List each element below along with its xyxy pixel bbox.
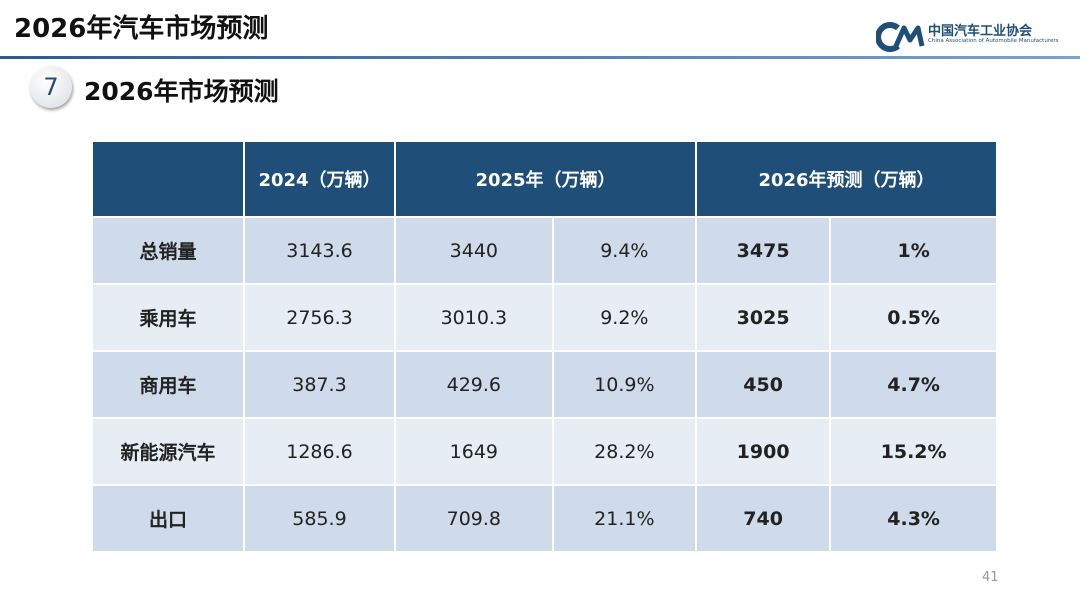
table-cell: 740 (697, 486, 830, 551)
logo-name: 中国汽车工业协会 (928, 24, 1033, 39)
logo-mark (876, 22, 925, 52)
slide-title: 2026年汽车市场预测 (14, 14, 269, 44)
header-cell: 2026年预测（万辆） (697, 142, 996, 216)
table-row: 出口 585.9 709.8 21.1% 740 4.3% (93, 486, 996, 551)
table-cell: 709.8 (396, 486, 552, 551)
header-rule (0, 56, 1080, 59)
table-cell: 1900 (697, 419, 830, 484)
page-number: 41 (982, 570, 999, 585)
table-cell: 21.1% (553, 486, 695, 551)
table-cell: 3143.6 (245, 218, 394, 283)
header-row: 2024（万辆） 2025年（万辆） 2026年预测（万辆） (93, 142, 996, 216)
table-cell: 9.2% (553, 285, 695, 350)
table-cell: 15.2% (831, 419, 996, 484)
table-cell: 1% (831, 218, 996, 283)
row-label: 新能源汽车 (93, 419, 243, 484)
table-cell: 10.9% (553, 352, 695, 417)
row-label: 出口 (93, 486, 243, 551)
table-row: 总销量 3143.6 3440 9.4% 3475 1% (93, 218, 996, 283)
table-cell: 3440 (396, 218, 552, 283)
logo-subtitle: China Association of Automobile Manufact… (928, 38, 1059, 44)
row-label: 总销量 (93, 218, 243, 283)
table-cell: 4.3% (831, 486, 996, 551)
table-cell: 3475 (697, 218, 830, 283)
table-cell: 2756.3 (245, 285, 394, 350)
table-cell: 9.4% (553, 218, 695, 283)
table-cell: 0.5% (831, 285, 996, 350)
header-cell: 2025年（万辆） (396, 142, 695, 216)
header-cell: 2024（万辆） (245, 142, 394, 216)
row-label: 乘用车 (93, 285, 243, 350)
table-row: 商用车 387.3 429.6 10.9% 450 4.7% (93, 352, 996, 417)
table-cell: 1286.6 (245, 419, 394, 484)
section-number: 7 (30, 66, 72, 108)
row-label: 商用车 (93, 352, 243, 417)
table-cell: 429.6 (396, 352, 552, 417)
header-cell (93, 142, 243, 216)
table-cell: 28.2% (553, 419, 695, 484)
section-title: 2026年市场预测 (84, 77, 279, 106)
table-cell: 585.9 (245, 486, 394, 551)
table-cell: 450 (697, 352, 830, 417)
table-cell: 1649 (396, 419, 552, 484)
table-cell: 3010.3 (396, 285, 552, 350)
table-cell: 3025 (697, 285, 830, 350)
table-row: 乘用车 2756.3 3010.3 9.2% 3025 0.5% (93, 285, 996, 350)
forecast-table: 2024（万辆） 2025年（万辆） 2026年预测（万辆） 总销量 3143.6… (91, 140, 998, 553)
table-cell: 387.3 (245, 352, 394, 417)
table-cell: 4.7% (831, 352, 996, 417)
table-row: 新能源汽车 1286.6 1649 28.2% 1900 15.2% (93, 419, 996, 484)
